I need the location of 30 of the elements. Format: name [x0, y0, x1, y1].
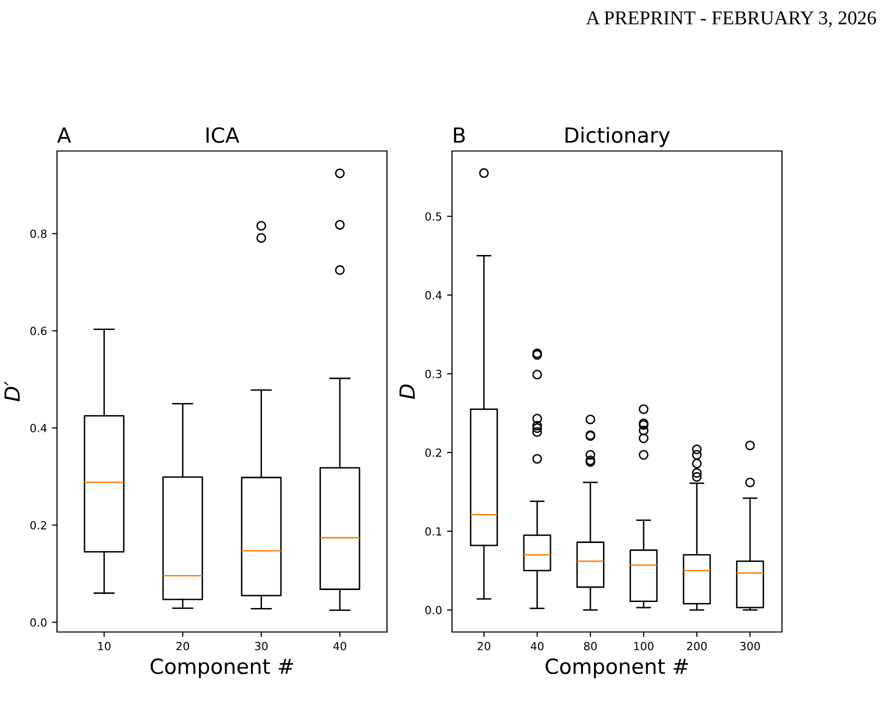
x-tick-label: 30: [255, 642, 268, 650]
y-tick-label: 0.4: [30, 424, 47, 432]
y-tick-label: 0.0: [30, 618, 47, 627]
y-tick-label: 0.4: [425, 291, 442, 300]
x-tick-label: 300: [740, 642, 760, 650]
text: B: [454, 127, 465, 143]
chart-title: ICA: [206, 127, 240, 143]
y-tick-label: 0.6: [30, 326, 47, 336]
y-tick-label: 0.2: [30, 521, 46, 530]
x-tick-label: 100: [634, 642, 654, 650]
x-axis-title: Component #: [150, 658, 293, 678]
y-tick-label: 0.1: [425, 527, 442, 536]
x-tick-label: 10: [98, 642, 110, 650]
y-axis-title: D: [400, 384, 415, 399]
y-axis-title: D′: [4, 381, 20, 402]
x-tick-label: 20: [176, 642, 190, 650]
x-tick-label: 40: [530, 642, 544, 650]
text: A PREPRINT - FEBRUARY 3, 2026: [586, 11, 876, 28]
y-tick-label: 0.3: [425, 370, 442, 378]
x-tick-label: 80: [584, 642, 597, 650]
y-tick-label: 0.8: [30, 230, 47, 238]
x-tick-label: 20: [478, 642, 490, 650]
x-axis-title: Component #: [546, 658, 688, 678]
y-tick-label: 0.5: [425, 212, 442, 221]
chart-title: Dictionary: [566, 126, 670, 147]
text: A: [57, 127, 72, 143]
x-tick-label: 200: [687, 642, 707, 650]
x-tick-label: 40: [333, 642, 346, 650]
y-tick-label: 0.2: [425, 448, 442, 457]
y-tick-label: 0.0: [425, 606, 442, 614]
